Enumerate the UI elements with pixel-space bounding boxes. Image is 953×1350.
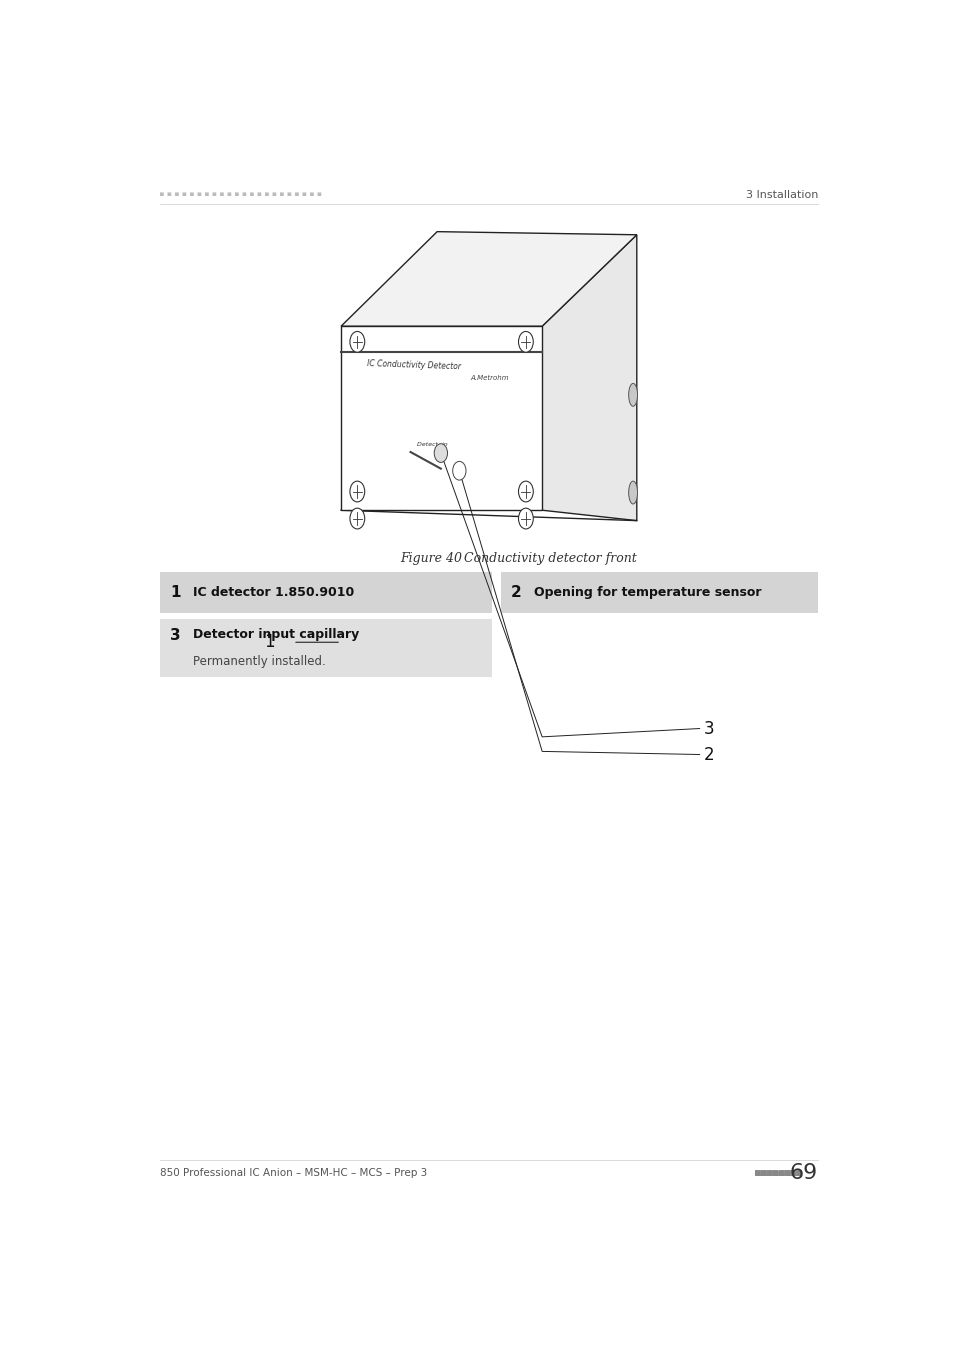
Text: Detector input capillary: Detector input capillary [193,628,359,641]
Circle shape [350,332,364,352]
Text: ■■■■■■■■: ■■■■■■■■ [755,1169,801,1179]
Text: 2: 2 [511,585,521,599]
Polygon shape [341,327,541,510]
Text: Permanently installed.: Permanently installed. [193,655,326,668]
Circle shape [350,508,364,529]
FancyBboxPatch shape [160,620,492,676]
Polygon shape [341,232,637,327]
Text: 69: 69 [789,1164,817,1184]
Text: ■ ■ ■ ■ ■ ■ ■ ■ ■ ■ ■ ■ ■ ■ ■ ■ ■ ■ ■ ■ ■ ■: ■ ■ ■ ■ ■ ■ ■ ■ ■ ■ ■ ■ ■ ■ ■ ■ ■ ■ ■ ■ … [160,192,325,197]
Circle shape [518,332,533,352]
Text: IC Conductivity Detector: IC Conductivity Detector [367,359,460,371]
Text: 1: 1 [170,585,180,599]
Ellipse shape [628,383,637,406]
Text: 2: 2 [702,745,713,764]
Text: 3 Installation: 3 Installation [745,190,817,200]
Ellipse shape [628,481,637,504]
Text: 850 Professional IC Anion – MSM-HC – MCS – Prep 3: 850 Professional IC Anion – MSM-HC – MCS… [160,1169,427,1179]
Text: Conductivity detector front: Conductivity detector front [452,552,636,564]
Circle shape [453,462,465,481]
Text: 3: 3 [170,628,181,643]
Text: IC detector 1.850.9010: IC detector 1.850.9010 [193,586,355,599]
Circle shape [518,508,533,529]
Text: A.Metrohm: A.Metrohm [470,375,509,381]
Text: Detect. in: Detect. in [416,443,448,447]
Text: Opening for temperature sensor: Opening for temperature sensor [534,586,760,599]
Circle shape [350,481,364,502]
Circle shape [518,481,533,502]
Text: 3: 3 [702,720,713,737]
FancyBboxPatch shape [160,571,492,613]
Text: Figure 40: Figure 40 [400,552,461,564]
Polygon shape [541,235,637,521]
FancyBboxPatch shape [500,571,817,613]
Text: 1: 1 [264,633,274,651]
Circle shape [434,444,447,463]
